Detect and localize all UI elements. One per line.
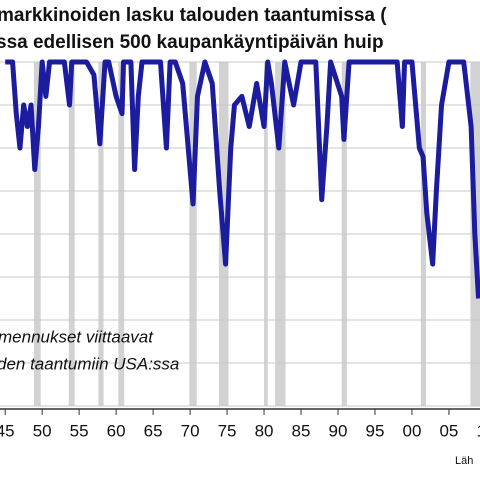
x-tick-label: 60 [107, 421, 126, 440]
x-tick-label: 70 [181, 421, 200, 440]
x-tick-label: 10 [476, 421, 480, 440]
annotation-line: den taantumiin USA:ssa [0, 354, 179, 373]
x-tick-label: 75 [218, 421, 237, 440]
source: Läh [455, 455, 473, 467]
x-tick-label: 05 [439, 421, 458, 440]
x-tick-label: 55 [70, 421, 89, 440]
x-tick-label: 00 [402, 421, 421, 440]
x-tick-label: 45 [0, 421, 15, 440]
x-tick-label: 50 [33, 421, 52, 440]
x-tick-label: 65 [144, 421, 163, 440]
x-tick-label: 85 [292, 421, 311, 440]
x-tick-label: 80 [255, 421, 274, 440]
x-tick-label: 95 [366, 421, 385, 440]
annotation-line: mennukset viittaavat [0, 327, 154, 346]
line [5, 59, 480, 299]
title-line: ssa edellisen 500 kaupankäyntipäivän hui… [0, 32, 384, 53]
x-tick-label: 90 [329, 421, 348, 440]
title-line: markkinoiden lasku talouden taantumissa … [0, 5, 387, 26]
